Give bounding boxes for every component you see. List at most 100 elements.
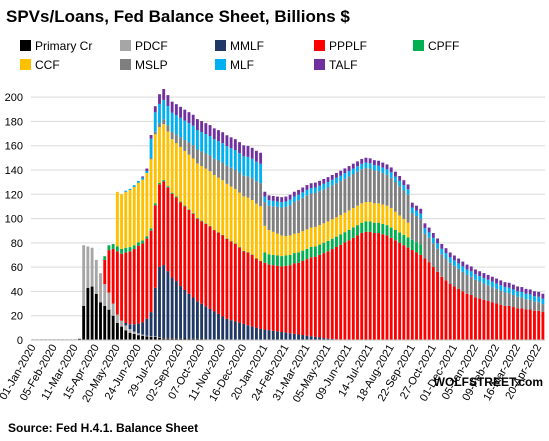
bar-segment-talf <box>149 135 153 139</box>
bar-segment-ccf <box>263 225 267 253</box>
bar-segment-primary-cr <box>141 335 145 340</box>
bar-segment-mlf <box>326 182 330 188</box>
bar-segment-mmlf <box>170 277 174 339</box>
bar-segment-cpff <box>322 242 326 254</box>
bar-segment-cpff <box>271 254 275 266</box>
bar-segment-cpff <box>149 228 153 231</box>
bar-segment-mlf <box>448 257 452 263</box>
bar-segment-mslp <box>415 216 418 243</box>
bar-segment-ppplf <box>516 308 520 340</box>
bar-segment-ppplf <box>225 238 229 319</box>
bar-segment-cpff <box>115 246 119 252</box>
bar-segment-mslp <box>385 174 389 206</box>
bar-segment-mslp <box>305 195 309 230</box>
bar-segment-mslp <box>174 134 178 144</box>
bar-segment-mslp <box>427 237 431 263</box>
bar-segment-cpff <box>402 234 406 246</box>
bar-segment-ppplf <box>128 251 132 325</box>
bar-segment-mmlf <box>229 320 233 340</box>
y-tick-label: 80 <box>11 238 23 250</box>
legend-label-primary-cr: Primary Cr <box>35 39 92 53</box>
bar-segment-talf <box>217 130 220 142</box>
bar-segment-mlf <box>440 248 444 255</box>
bar-segment-pdcf <box>149 336 153 337</box>
bar-segment-cpff <box>103 256 107 260</box>
bar-segment-ccf <box>153 134 157 204</box>
bar-segment-talf <box>385 164 389 170</box>
bar-segment-ppplf <box>263 262 267 330</box>
bar-segment-cpff <box>377 222 381 234</box>
bar-segment-ppplf <box>238 247 241 323</box>
bar-segment-talf <box>246 145 250 157</box>
bar-segment-cpff <box>364 221 368 232</box>
bar-segment-talf <box>162 89 166 100</box>
bar-segment-ppplf <box>195 218 199 302</box>
bar-segment-cpff <box>313 246 317 257</box>
bar-segment-mslp <box>313 192 317 227</box>
bar-segment-mmlf <box>284 332 288 340</box>
bar-segment-ppplf <box>364 231 368 340</box>
bar-segment-cpff <box>179 201 182 203</box>
bar-segment-mmlf <box>200 303 204 340</box>
bar-segment-cpff <box>368 221 372 232</box>
bar-segment-mlf <box>372 165 376 171</box>
bar-segment-talf <box>394 171 397 177</box>
bar-segment-ppplf <box>174 197 178 282</box>
bar-segment-ppplf <box>322 253 326 339</box>
bar-segment-mslp <box>482 283 486 300</box>
bar-segment-mlf <box>238 153 241 173</box>
bar-segment-mslp <box>263 202 267 226</box>
legend-swatch-pdcf <box>120 40 131 51</box>
bar-segment-mlf <box>288 199 292 206</box>
bar-segment-ppplf <box>524 309 528 340</box>
bar-segment-mslp <box>394 182 397 212</box>
bar-segment-ppplf <box>276 265 279 332</box>
bar-segment-talf <box>528 289 532 295</box>
bar-segment-primary-cr <box>158 337 161 340</box>
bar-segment-talf <box>356 161 359 167</box>
bar-segment-talf <box>524 288 528 294</box>
bar-segment-pdcf <box>107 292 111 310</box>
bar-segment-mlf <box>528 294 532 300</box>
bar-segment-ppplf <box>309 257 313 337</box>
bar-segment-cpff <box>280 256 284 267</box>
bar-segment-talf <box>448 252 452 258</box>
bar-segment-ppplf <box>137 245 140 324</box>
bar-segment-cpff <box>330 238 334 250</box>
bar-segment-mslp <box>335 183 338 218</box>
bar-segment-ppplf <box>183 206 187 290</box>
bar-segment-primary-cr <box>153 336 157 340</box>
bar-segment-mlf <box>351 168 355 174</box>
bar-segment-mlf <box>419 213 423 220</box>
bar-segment-mlf <box>246 156 250 177</box>
bar-segment-ppplf <box>406 247 410 340</box>
bar-segment-mlf <box>381 167 385 173</box>
bar-segment-mslp <box>229 167 233 187</box>
bar-segment-mlf <box>128 188 132 191</box>
bar-segment-ppplf <box>495 303 498 340</box>
bar-segment-talf <box>330 174 334 180</box>
y-axis-ticks: 0 20 40 60 80 100 120 140 160 180 200 <box>5 92 23 347</box>
bar-segment-mlf <box>254 161 258 182</box>
bar-segment-mlf <box>394 176 397 183</box>
bar-segment-talf <box>482 273 486 278</box>
bar-segment-ppplf <box>153 205 157 288</box>
bar-segment-mmlf <box>212 311 216 340</box>
legend-swatch-mmlf <box>215 40 226 51</box>
bar-segment-mlf <box>187 123 191 143</box>
bar-segment-mlf <box>305 189 309 196</box>
bar-segment-ppplf <box>528 309 532 340</box>
bar-segment-mlf <box>153 112 157 132</box>
bar-segment-mlf <box>292 196 296 203</box>
bar-segment-ppplf <box>419 254 423 340</box>
bar-segment-talf <box>364 157 368 163</box>
bar-segment-cpff <box>191 213 195 214</box>
bar-segment-mmlf <box>174 281 178 339</box>
bar-segment-ppplf <box>415 252 418 340</box>
bar-segment-mslp <box>259 183 263 207</box>
bar-segment-mlf <box>423 228 427 234</box>
bar-segment-mmlf <box>263 329 267 340</box>
bar-segment-ccf <box>385 205 389 226</box>
bar-segment-mlf <box>271 200 275 207</box>
